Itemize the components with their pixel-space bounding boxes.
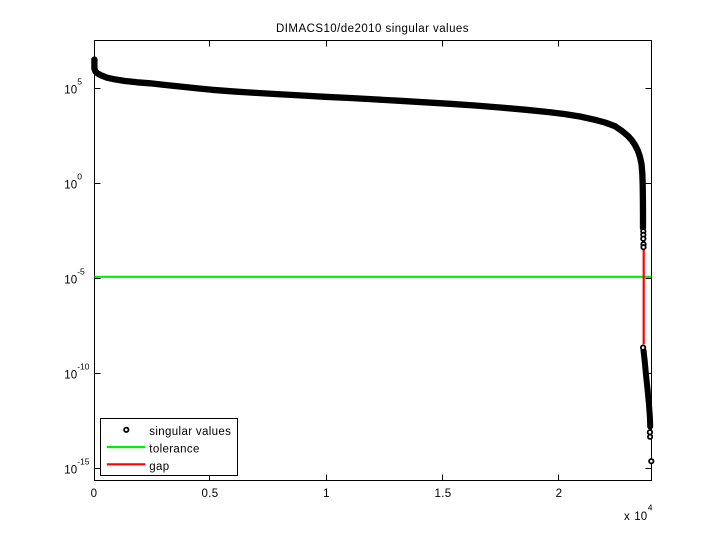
svg-text:10: 10 [64,84,77,96]
svg-text:-5: -5 [77,266,85,276]
svg-text:10: 10 [64,179,77,191]
svg-text:0: 0 [91,488,98,500]
svg-text:10: 10 [64,274,77,286]
svg-text:DIMACS10/de2010 singular value: DIMACS10/de2010 singular values [276,23,469,35]
svg-text:5: 5 [77,76,82,86]
svg-text:1: 1 [323,488,330,500]
svg-text:tolerance: tolerance [149,444,199,456]
svg-text:10: 10 [634,511,647,523]
svg-text:gap: gap [149,461,169,473]
svg-text:4: 4 [648,503,653,513]
svg-text:-15: -15 [77,456,90,466]
svg-text:1.5: 1.5 [434,488,451,500]
svg-text:0.5: 0.5 [201,488,218,500]
svg-text:10: 10 [64,369,77,381]
svg-text:10: 10 [64,464,77,476]
svg-text:singular values: singular values [149,426,231,438]
svg-text:x: x [624,511,630,523]
svg-text:2: 2 [556,488,563,500]
svg-text:0: 0 [77,171,82,181]
svg-text:-10: -10 [77,361,90,371]
